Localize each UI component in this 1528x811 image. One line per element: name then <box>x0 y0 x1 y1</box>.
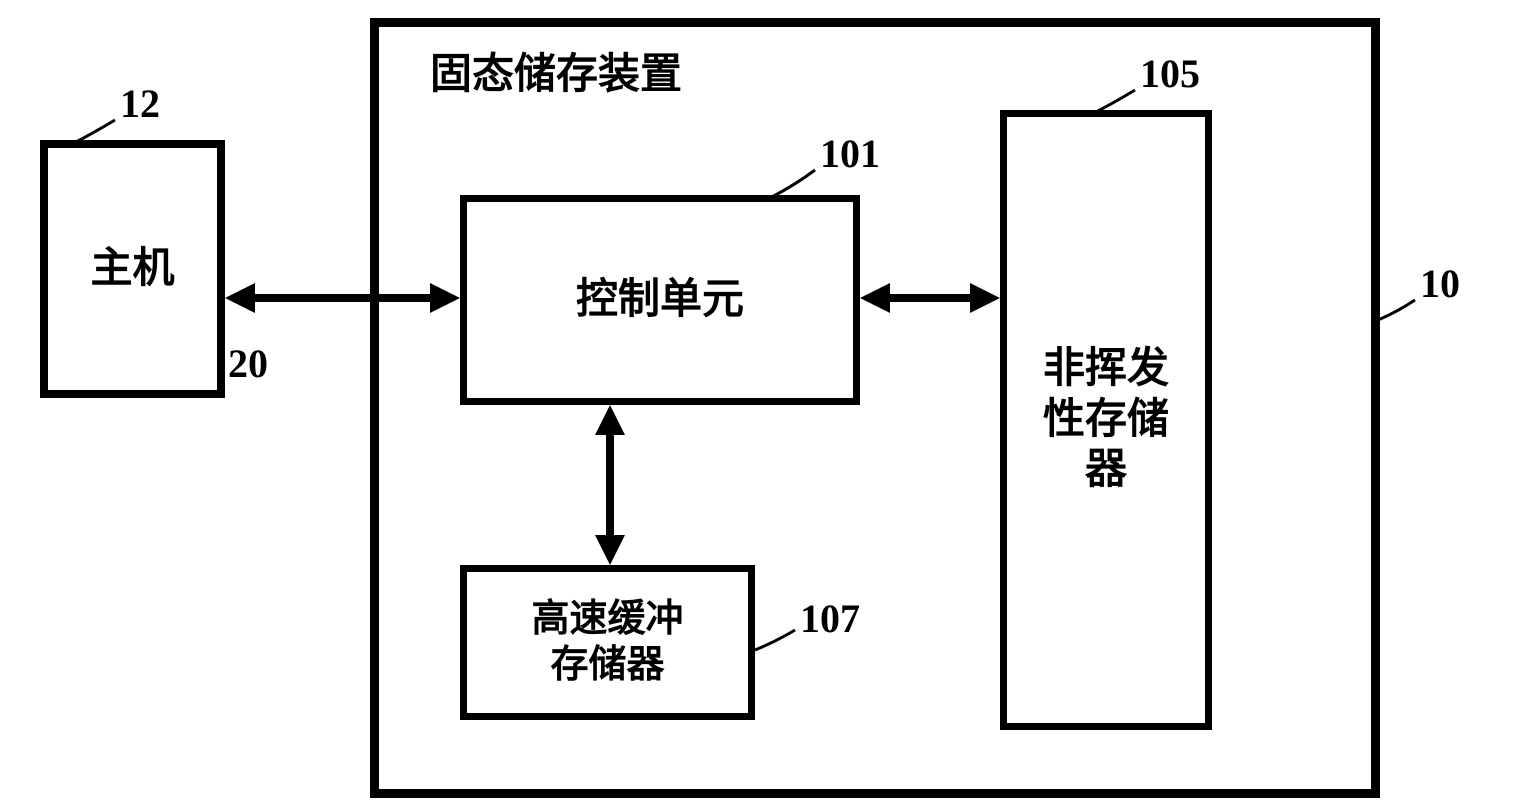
cache-block: 高速缓冲存储器 <box>460 565 755 720</box>
cache-label: 高速缓冲存储器 <box>531 597 683 688</box>
controller-label: 控制单元 <box>576 275 744 325</box>
ref-105: 105 <box>1140 50 1200 97</box>
nvm-block: 非挥发性存储器 <box>1000 110 1212 730</box>
ssd-title: 固态储存装置 <box>430 40 682 101</box>
diagram-canvas: 固态储存装置 主机 控制单元 非挥发性存储器 高速缓冲存储器 12 20 101… <box>0 0 1528 811</box>
controller-block: 控制单元 <box>460 195 860 405</box>
ref-12: 12 <box>120 80 160 127</box>
leader-10 <box>1378 300 1415 320</box>
host-label: 主机 <box>90 244 174 294</box>
ref-20: 20 <box>228 340 268 387</box>
host-block: 主机 <box>40 140 225 398</box>
ref-107: 107 <box>800 595 860 642</box>
nvm-label: 非挥发性存储器 <box>1043 344 1169 495</box>
ref-10: 10 <box>1420 260 1460 307</box>
ref-101: 101 <box>820 130 880 177</box>
